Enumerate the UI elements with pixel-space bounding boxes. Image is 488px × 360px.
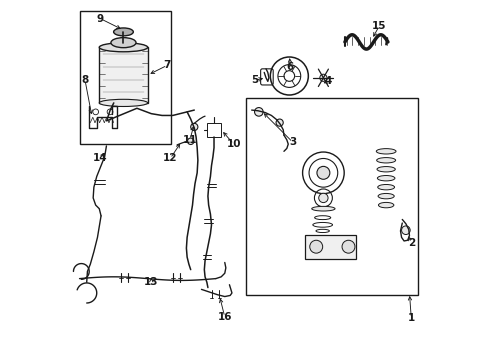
Text: 5: 5 <box>250 75 258 85</box>
Ellipse shape <box>376 167 394 172</box>
Text: 6: 6 <box>286 62 293 72</box>
Ellipse shape <box>377 176 394 181</box>
Text: 10: 10 <box>226 139 241 149</box>
Circle shape <box>254 108 263 116</box>
Ellipse shape <box>99 43 147 52</box>
Circle shape <box>318 193 327 203</box>
Circle shape <box>341 240 354 253</box>
Bar <box>99 47 147 103</box>
Text: 4: 4 <box>324 76 331 86</box>
Bar <box>246 98 418 295</box>
Text: 8: 8 <box>81 75 88 85</box>
Ellipse shape <box>111 38 136 48</box>
Text: 9: 9 <box>97 14 103 24</box>
Circle shape <box>309 240 322 253</box>
Bar <box>206 123 221 137</box>
Ellipse shape <box>113 28 133 36</box>
Circle shape <box>187 138 194 144</box>
Circle shape <box>190 123 198 131</box>
Circle shape <box>319 74 326 81</box>
Text: 11: 11 <box>183 135 197 145</box>
Bar <box>305 234 355 259</box>
Ellipse shape <box>377 184 394 190</box>
Text: 16: 16 <box>217 312 231 322</box>
Ellipse shape <box>99 99 147 107</box>
Text: 15: 15 <box>371 21 386 31</box>
Text: 14: 14 <box>93 153 107 163</box>
Text: 12: 12 <box>163 153 177 163</box>
Bar <box>80 12 171 144</box>
Text: 2: 2 <box>407 238 414 248</box>
Circle shape <box>401 226 409 234</box>
Ellipse shape <box>311 206 334 211</box>
Ellipse shape <box>378 202 393 208</box>
Text: 3: 3 <box>289 138 296 147</box>
Text: 13: 13 <box>144 277 158 287</box>
Ellipse shape <box>376 158 395 163</box>
Text: 1: 1 <box>407 313 414 323</box>
Text: 7: 7 <box>163 60 171 70</box>
Circle shape <box>316 166 329 179</box>
Circle shape <box>276 119 283 126</box>
Ellipse shape <box>376 149 395 154</box>
Ellipse shape <box>377 193 393 199</box>
